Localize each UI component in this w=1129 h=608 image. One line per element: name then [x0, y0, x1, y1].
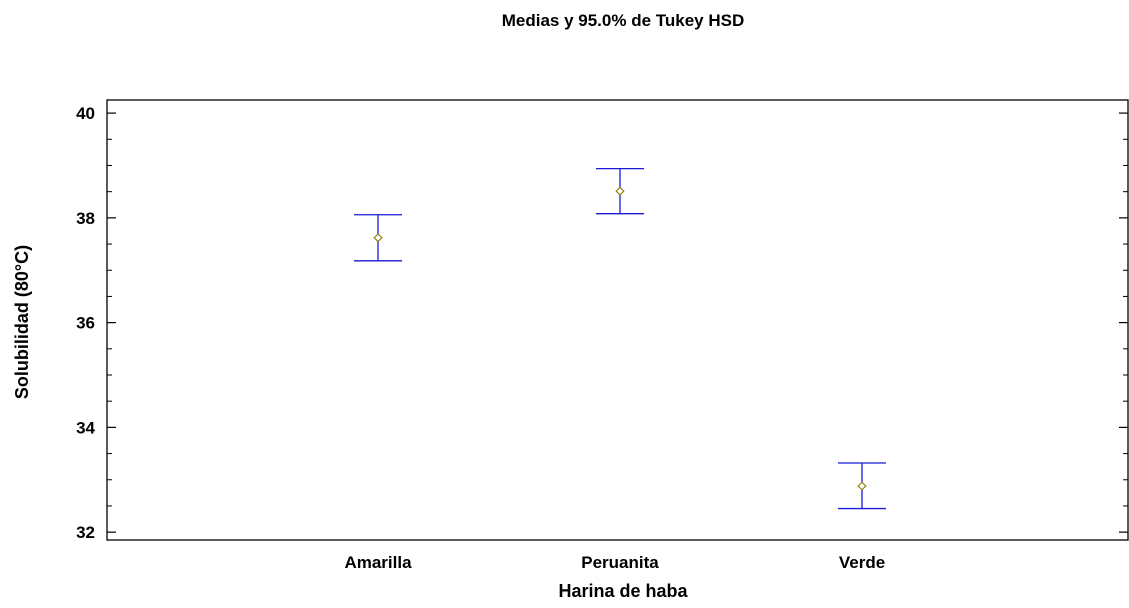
x-tick-label: Amarilla — [344, 553, 412, 572]
x-tick-label: Peruanita — [581, 553, 659, 572]
x-axis-label: Harina de haba — [558, 581, 688, 601]
plot-frame — [106, 99, 1129, 541]
interval-series — [354, 167, 886, 510]
y-tick-label: 38 — [76, 209, 95, 228]
mean-marker — [615, 186, 625, 196]
mean-marker — [857, 481, 867, 491]
y-axis: 32 34 36 38 40 — [76, 104, 1128, 542]
y-tick-label: 40 — [76, 104, 95, 123]
chart-title: Medias y 95.0% de Tukey HSD — [502, 11, 745, 30]
y-tick-label: 32 — [76, 523, 95, 542]
y-tick-label: 34 — [76, 418, 95, 437]
x-axis: Amarilla Peruanita Verde — [344, 553, 885, 572]
y-tick-label: 36 — [76, 314, 95, 333]
mean-marker — [373, 233, 383, 243]
x-tick-label: Verde — [839, 553, 885, 572]
y-axis-label: Solubilidad (80°C) — [12, 245, 32, 399]
